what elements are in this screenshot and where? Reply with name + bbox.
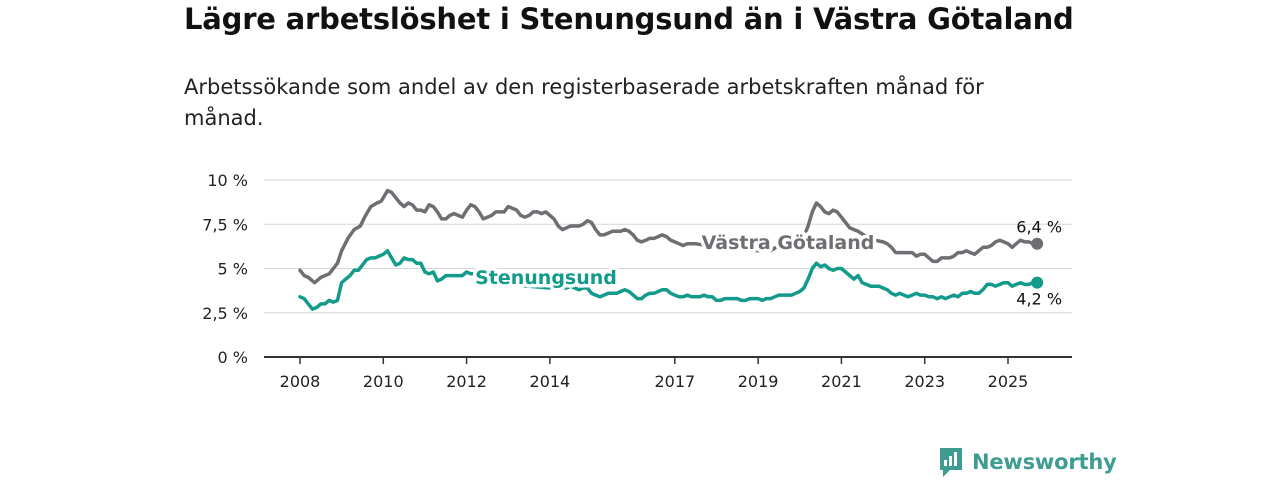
- series-labels: 6,4 % 4,2 % Västra Götaland Stenungsund: [472, 218, 1062, 309]
- x-tick-label: 2017: [654, 372, 695, 391]
- stenungsund-label: Stenungsund: [475, 267, 617, 289]
- x-tick-label: 2021: [821, 372, 862, 391]
- stenungsund-line: [298, 249, 1039, 311]
- chart-title: Lägre arbetslöshet i Stenungsund än i Vä…: [184, 2, 1074, 36]
- vastra-gotaland-line: [298, 188, 1039, 285]
- y-tick-label: 10 %: [207, 171, 248, 190]
- y-tick-label: 5 %: [218, 260, 248, 279]
- stenungsund-end-label: 4,2 %: [1016, 290, 1062, 309]
- x-axis: 2008 2010 2012 2014 2017 2019 2021 2023 2025: [264, 356, 1072, 391]
- newsworthy-icon: [940, 448, 962, 477]
- y-tick-label: 2,5 %: [202, 304, 248, 323]
- y-axis-ticks: 0 % 2,5 % 5 % 7,5 % 10 %: [202, 171, 248, 367]
- stenungsund-end-dot: [1031, 276, 1044, 289]
- chart-subtitle: Arbetssökande som andel av den registerb…: [184, 75, 984, 130]
- vastra-gotaland-end-dot: [1031, 237, 1044, 250]
- vastra-gotaland-end-label: 6,4 %: [1016, 218, 1062, 237]
- y-tick-label: 0 %: [218, 348, 248, 367]
- x-tick-label: 2025: [988, 372, 1029, 391]
- x-tick-label: 2019: [738, 372, 779, 391]
- brand-name: Newsworthy: [972, 450, 1117, 474]
- newsworthy-logo: Newsworthy: [938, 446, 1117, 478]
- line-chart: 0 % 2,5 % 5 % 7,5 % 10 % 2008 2010 2012 2014 201…: [202, 171, 1072, 391]
- x-tick-label: 2014: [530, 372, 571, 391]
- y-tick-label: 7,5 %: [202, 215, 248, 234]
- x-tick-label: 2008: [280, 372, 321, 391]
- x-tick-label: 2012: [446, 372, 487, 391]
- vastra-gotaland-label: Västra Götaland: [702, 232, 875, 254]
- x-tick-label: 2010: [363, 372, 404, 391]
- series-lines: [298, 188, 1044, 311]
- x-tick-label: 2023: [904, 372, 945, 391]
- gridlines: [264, 179, 1072, 314]
